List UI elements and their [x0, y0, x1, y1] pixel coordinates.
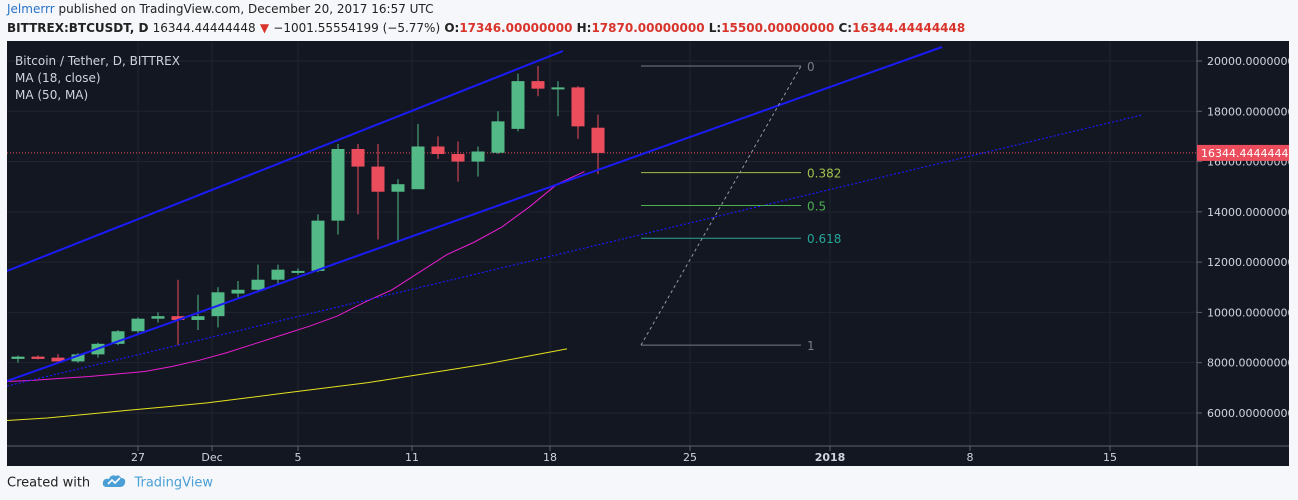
candle-up: [271, 269, 285, 280]
y-tick-label: 14000.00000000: [1207, 206, 1289, 219]
legend-ma18: MA (18, close): [15, 71, 101, 85]
candle-up: [291, 270, 305, 273]
high-value: 17870.00000000: [591, 21, 705, 35]
channel-lower-line: [6, 46, 943, 382]
price-chart[interactable]: 0 0.382 0.5 0.618 1 20000.00000000 18000.0000…: [6, 41, 1298, 466]
published-text: published on TradingView.com, December 2…: [58, 2, 434, 16]
x-tick-label: 11: [405, 451, 419, 464]
low-label: L:: [708, 21, 722, 35]
fib-level-label: 0.382: [807, 167, 841, 181]
fib-level-label: 0.5: [807, 200, 826, 214]
trend-dotted-line: [6, 114, 1143, 387]
fib-level-label: 0: [807, 60, 815, 74]
x-tick-label: 8: [967, 451, 974, 464]
symbol-label: BITTREX:BTCUSDT, D: [7, 21, 149, 35]
y-tick-label: 10000.00000000: [1207, 306, 1289, 319]
candle-up: [211, 292, 225, 317]
open-label: O:: [444, 21, 460, 35]
legend-ma50: MA (50, MA): [15, 88, 88, 102]
ma50-line: [6, 348, 568, 421]
close-label: C:: [838, 21, 853, 35]
legend-title: Bitcoin / Tether, D, BITTREX: [15, 54, 180, 68]
tradingview-cloud-icon: [102, 474, 126, 492]
publish-line: Jelmerrr published on TradingView.com, D…: [7, 2, 433, 16]
open-value: 17346.00000000: [459, 21, 573, 35]
chart-svg[interactable]: 0 0.382 0.5 0.618 1 20000.00000000 18000.0000…: [6, 41, 1298, 466]
current-price-label: 16344.44444448: [1201, 147, 1289, 160]
high-label: H:: [576, 21, 592, 35]
ma18-line: [6, 171, 585, 382]
candle-up: [251, 279, 265, 290]
candle-down: [431, 146, 445, 155]
candle-down: [571, 87, 585, 127]
x-tick-label: 27: [131, 451, 145, 464]
candle-up: [151, 316, 165, 319]
y-tick-label: 12000.00000000: [1207, 256, 1289, 269]
candle-up: [491, 121, 505, 153]
candle-up: [391, 184, 405, 192]
x-tick-label: Dec: [201, 451, 222, 464]
x-tick-label: 18: [543, 451, 557, 464]
candle-down: [451, 154, 465, 162]
fib-level-label: 1: [807, 339, 815, 353]
triangle-down-icon: ▼: [259, 21, 270, 35]
candle-up: [311, 220, 325, 271]
tradingview-link[interactable]: TradingView: [134, 475, 213, 491]
author-link[interactable]: Jelmerrr: [7, 2, 55, 16]
x-tick-label: 5: [295, 451, 302, 464]
y-tick-label: 8000.00000000: [1207, 357, 1289, 370]
candle-down: [51, 357, 65, 362]
candle-up: [231, 289, 245, 294]
close-value: 16344.44444448: [852, 21, 966, 35]
candle-up: [131, 318, 145, 332]
candle-up: [331, 148, 345, 221]
created-with-text: Created with: [7, 475, 91, 491]
y-tick-label: 18000.00000000: [1207, 105, 1289, 118]
price-change: −1001.55554199 (−5.77%): [273, 21, 441, 35]
candle-up: [511, 81, 525, 129]
channel-upper-line: [6, 50, 564, 272]
candle-up: [551, 87, 565, 90]
candle-down: [171, 316, 185, 320]
footer: Created with TradingView: [7, 474, 213, 492]
x-tick-label: 15: [1103, 451, 1117, 464]
candle-up: [411, 146, 425, 190]
candle-down: [351, 148, 365, 167]
candle-up: [471, 151, 485, 162]
candle-down: [371, 166, 385, 192]
x-tick-label: 2018: [815, 451, 846, 464]
x-tick-label: 25: [683, 451, 697, 464]
candle-down: [31, 356, 45, 359]
candle-up: [191, 316, 205, 320]
fib-level-label: 0.618: [807, 232, 841, 246]
low-value: 15500.00000000: [721, 21, 835, 35]
candle-up: [71, 354, 85, 362]
current-price-tag: [1197, 144, 1289, 161]
candle-down: [591, 127, 605, 153]
y-tick-label: 20000.00000000: [1207, 55, 1289, 68]
ohlc-line: BITTREX:BTCUSDT, D 16344.44444448 ▼ −100…: [7, 21, 965, 35]
candle-up: [11, 356, 25, 359]
candle-down: [531, 81, 545, 89]
y-tick-label: 6000.00000000: [1207, 407, 1289, 420]
last-price: 16344.44444448: [152, 21, 256, 35]
